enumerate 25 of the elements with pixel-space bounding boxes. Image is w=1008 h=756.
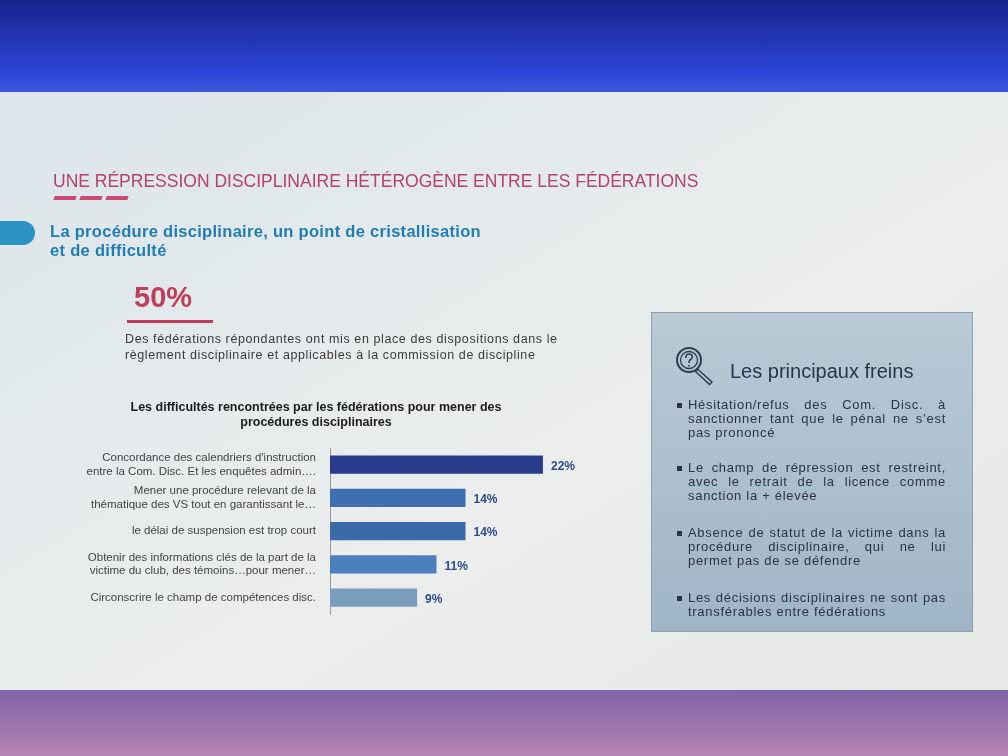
text: 50% [134,281,193,314]
data-label: 22% [550,458,576,473]
text: Les décisions disciplinaires ne sont pas transférables entre fédérations [688,590,946,619]
bar [330,588,418,607]
text: Des fédérations répondantes ont mis en place des dispositions dans le règlement disciplinaire et applicables à la commission de discipline [125,331,559,363]
text: UNE RÉPRESSION DISCIPLINAIRE HÉTÉROGÈNE ENTRE LES FÉDÉRATIONS [53,171,699,192]
bar [330,555,437,574]
bar [330,488,466,507]
text: La procédure disciplinaire, un point de cristallisation et de difficulté [50,222,482,260]
text: Hésitation/refus des Com. Disc. à sanctionner tant que le pénal ne s’est pas prononcé [688,397,946,440]
y-tick-label: Concordance des calendriers d'instruction entre la Com. Disc. Et les enquêtes admin…. [86,450,316,477]
y-tick-label: Mener une procédure relevant de la thématique des VS tout en garantissant le… [90,484,317,510]
y-tick-label: Obtenir des informations clés de la part de la victime du club, des témoins…pour mener… [87,550,317,577]
text: Absence de statut de la victime dans la procédure disciplinaire, qui ne lui permet pas de se défendre [688,525,946,568]
bar [330,455,543,474]
data-label: 14% [473,492,498,507]
data-label: 9% [425,591,443,606]
data-label: 11% [444,558,469,573]
bar [330,521,466,541]
data-label: 14% [473,525,498,540]
text: Les principaux freins [730,360,914,383]
chart-title: Les difficultés rencontrées par les fédérations pour mener des procédures disciplinaires [130,399,502,429]
y-tick-label: le délai de suspension est trop court [131,524,317,537]
y-tick-label: Circonscrire le champ de compétences disc. [90,590,316,603]
text: Le champ de répression est restreint, avec le retrait de la licence comme sanction la + élevée [688,460,946,503]
